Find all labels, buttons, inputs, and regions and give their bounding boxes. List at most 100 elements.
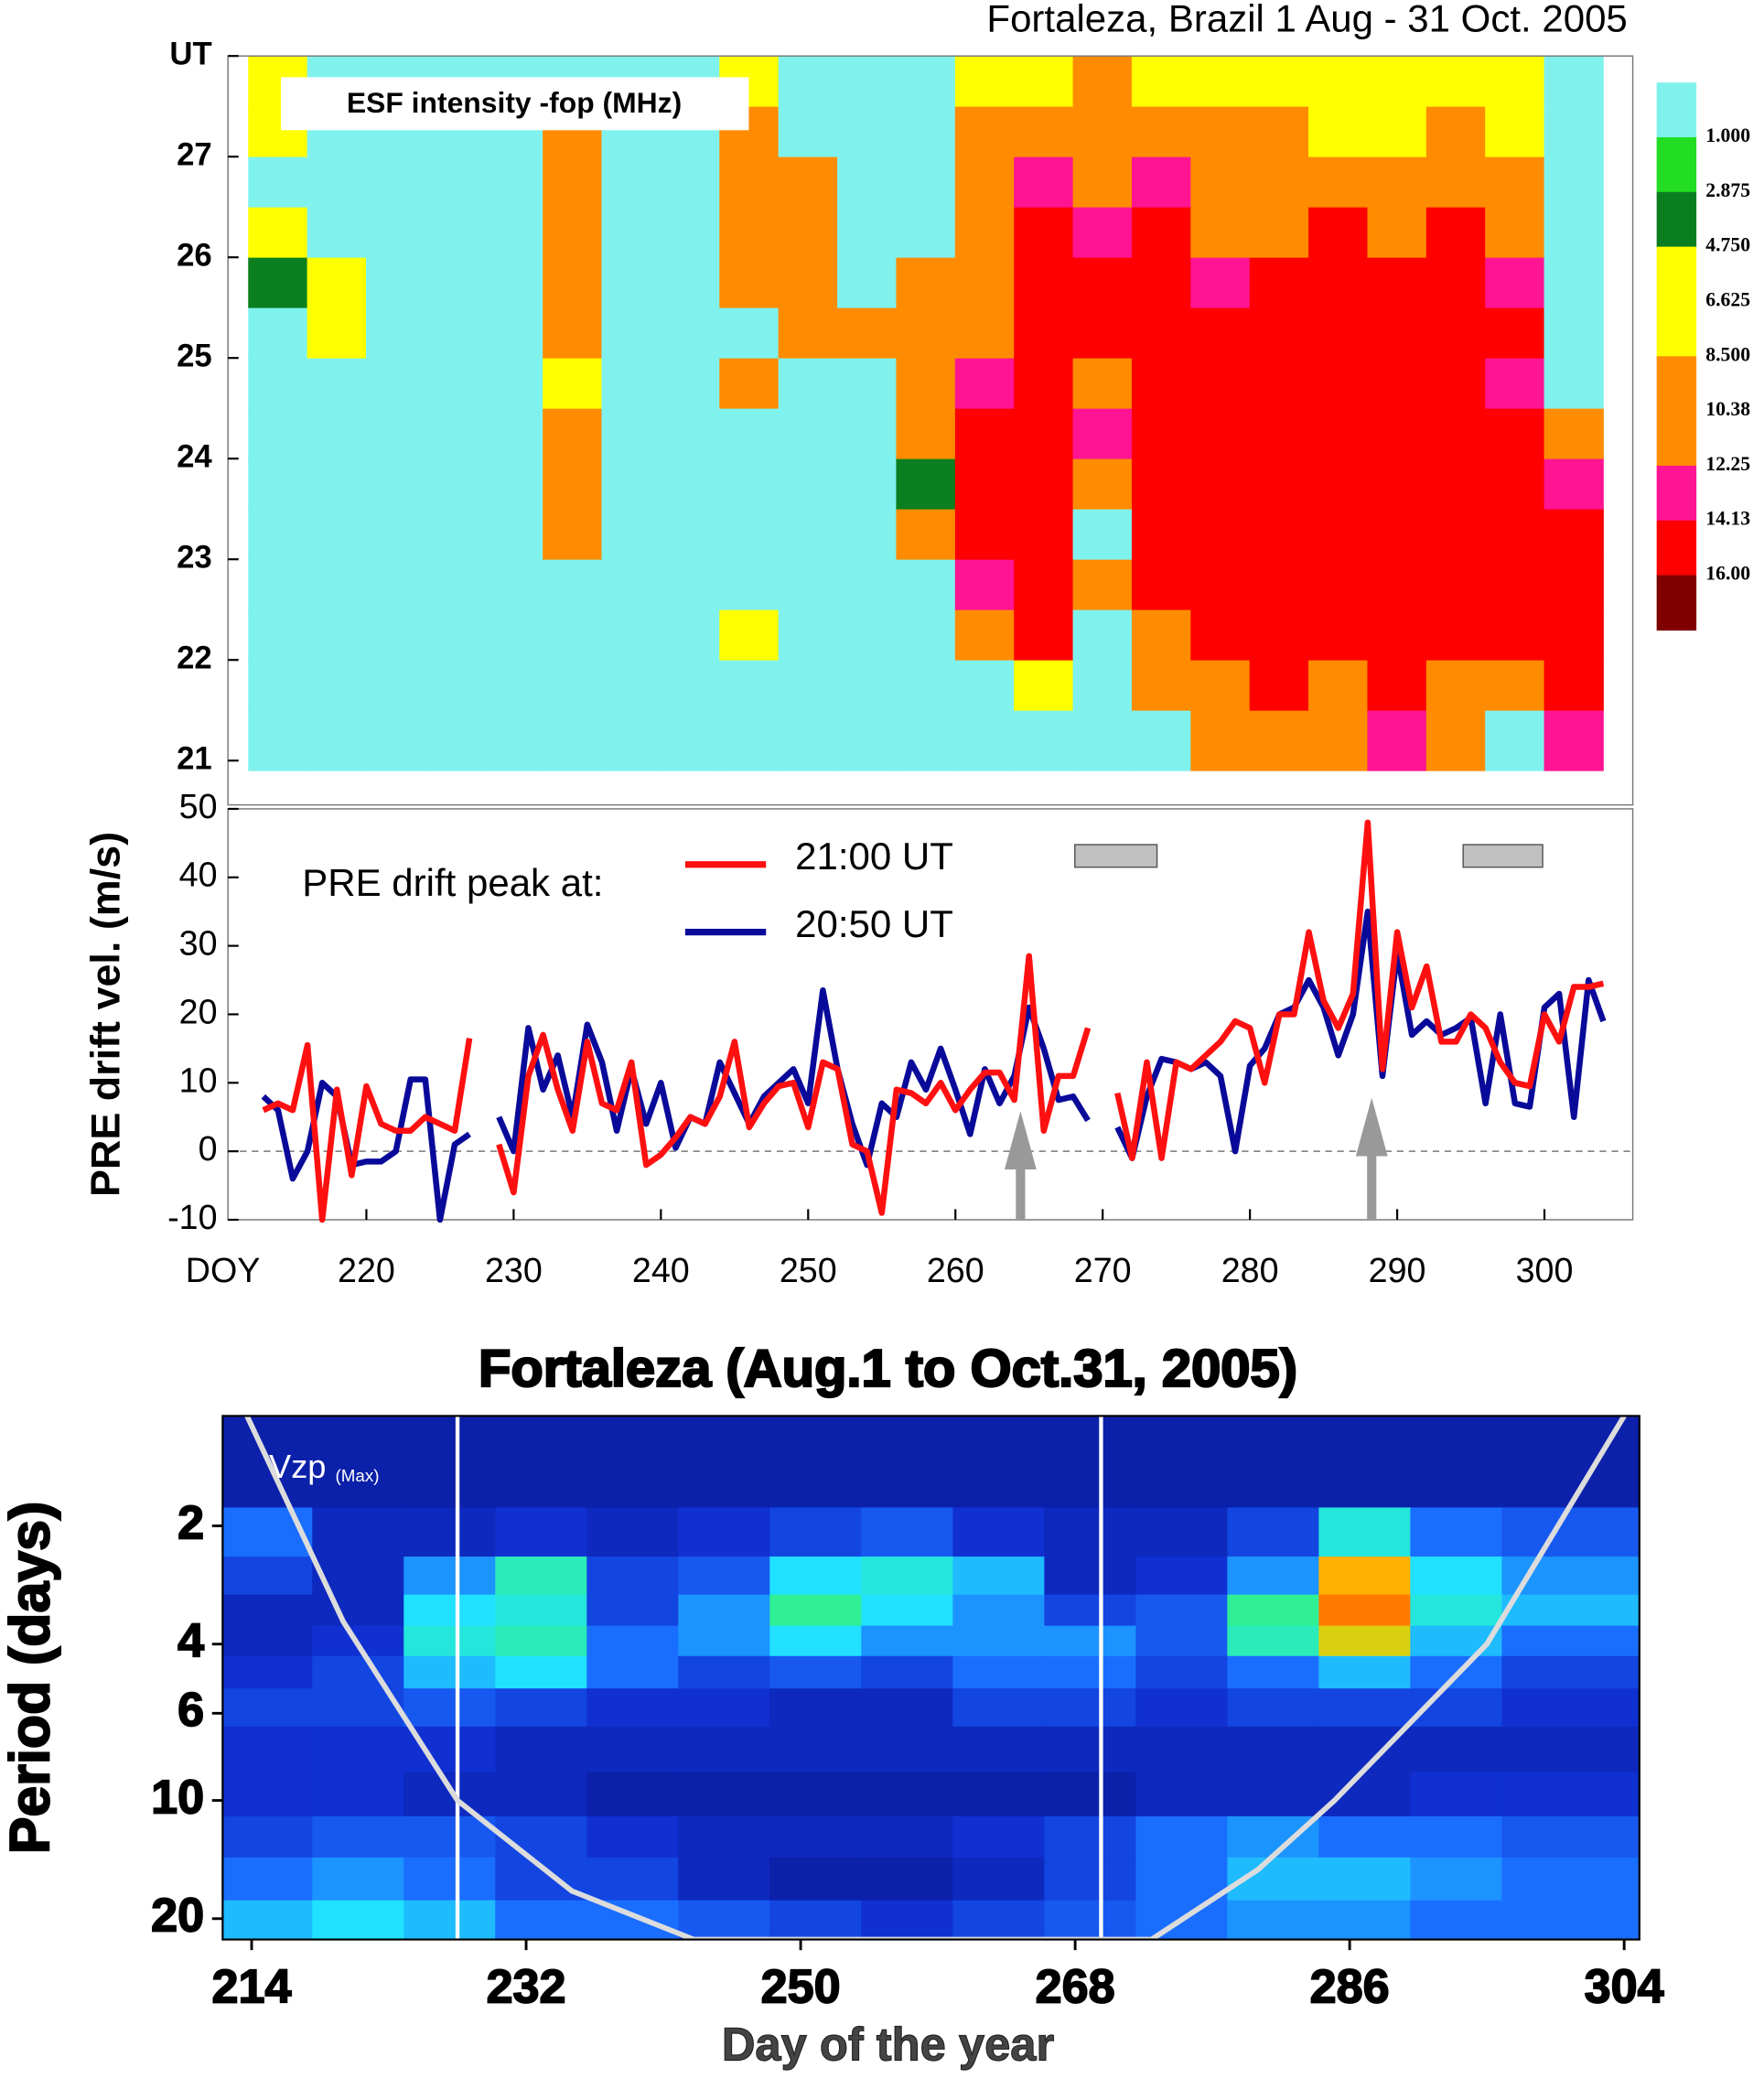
heatmap-cell: [248, 709, 308, 771]
heatmap-cell: [1367, 458, 1427, 510]
heatmap-cell: [1190, 458, 1251, 510]
heatmap-cell: [1014, 357, 1074, 409]
heatmap-cell: [1131, 458, 1192, 510]
power-cell: [1135, 1557, 1229, 1596]
power-cell: [952, 1557, 1046, 1596]
power-cell: [1227, 1688, 1320, 1728]
power-cell: [222, 1772, 314, 1817]
power-cell: [678, 1655, 771, 1690]
heatmap-cell: [660, 156, 721, 208]
heatmap-cell: [1544, 558, 1604, 610]
heatmap-cell: [1425, 105, 1487, 157]
power-cell: [769, 1594, 863, 1627]
heatmap-cell: [307, 206, 367, 258]
colorbar-swatch: [1656, 301, 1697, 358]
power-cell: [222, 1557, 314, 1596]
heatmap: [248, 55, 1604, 771]
heatmap-cell: [778, 156, 838, 208]
heatmap-cell: [660, 508, 721, 560]
heatmap-cell: [1190, 407, 1251, 459]
power-cell: [1135, 1815, 1229, 1858]
power-cell: [1044, 1772, 1137, 1817]
heatmap-cell: [1014, 55, 1074, 107]
heatmap-cell: [896, 55, 956, 107]
power-cell: [403, 1507, 497, 1557]
power-cell: [861, 1557, 954, 1596]
power-cell: [1044, 1655, 1137, 1690]
heatmap-cell: [1485, 407, 1545, 459]
heatmap-cell: [483, 156, 544, 208]
heatmap-cell: [1072, 307, 1133, 359]
heatmap-cell: [837, 709, 898, 771]
heatmap-cell: [543, 558, 603, 610]
heatmap-cell: [1131, 558, 1192, 610]
heatmap-cell: [601, 407, 662, 459]
heatmap-cell: [896, 156, 956, 208]
y-axis-label: PRE drift vel. (m/s): [82, 832, 129, 1197]
heatmap-cell: [778, 709, 838, 771]
heatmap-cell: [837, 609, 898, 661]
heatmap-cell: [1485, 709, 1545, 771]
heatmap-cell: [543, 709, 603, 771]
arrow: [1004, 1111, 1037, 1221]
heatmap-cell: [1249, 156, 1309, 208]
power-cell: [769, 1857, 863, 1901]
power-cell: [861, 1594, 954, 1627]
heatmap-cell: [1249, 357, 1309, 409]
power-cell: [952, 1900, 1046, 1940]
power-cell: [586, 1726, 680, 1773]
y-tick-label: 50: [179, 787, 218, 825]
heatmap-cell: [1367, 256, 1427, 308]
heatmap-cell: [1131, 55, 1192, 107]
heatmap-cell: [307, 458, 367, 510]
colorbar-swatch: [1656, 136, 1697, 193]
heatmap-cell: [1190, 307, 1251, 359]
power-cell: [495, 1625, 588, 1657]
heatmap-cell: [1308, 307, 1369, 359]
power-cell: [1410, 1594, 1503, 1627]
power-cell: [1501, 1726, 1640, 1773]
heatmap-cell: [1014, 609, 1074, 661]
power-cell: [1227, 1815, 1320, 1858]
power-cell: [1410, 1857, 1503, 1901]
power-cell: [495, 1416, 588, 1509]
heatmap-cell: [1367, 609, 1427, 661]
heatmap-cell: [483, 458, 544, 510]
power-cell: [678, 1625, 771, 1657]
heatmap-cell: [837, 508, 898, 560]
heatmap-cell: [601, 508, 662, 560]
power-cell: [586, 1772, 680, 1817]
y-tick-label: 2: [177, 1496, 204, 1549]
power-cell: [952, 1625, 1046, 1657]
heatmap-cell: [778, 458, 838, 510]
power-cell: [1135, 1507, 1229, 1557]
power-cell: [403, 1557, 497, 1596]
power-cell: [222, 1625, 314, 1657]
heatmap-cell: [1544, 156, 1604, 208]
power-cell: [1410, 1815, 1503, 1858]
heatmap-cell: [896, 206, 956, 258]
heatmap-cell: [1249, 256, 1309, 308]
x-tick-label: 260: [927, 1251, 984, 1289]
heatmap-cell: [778, 206, 838, 258]
heatmap-cell: [366, 558, 426, 610]
colorbar-swatch: [1656, 575, 1697, 631]
heatmap-cell: [837, 357, 898, 409]
power-cell: [1501, 1507, 1640, 1557]
power-cell: [403, 1688, 497, 1728]
power-cell: [1501, 1688, 1640, 1728]
x-tick-label: 232: [487, 1960, 566, 2013]
x-tick-label: 270: [1074, 1251, 1132, 1289]
heatmap-cell: [896, 357, 956, 409]
heatmap-cell: [1131, 206, 1192, 258]
heatmap-cell: [483, 709, 544, 771]
power-cell: [403, 1772, 497, 1817]
power-cell: [1318, 1557, 1412, 1596]
power-cell: [1227, 1772, 1320, 1817]
power-cell: [1501, 1625, 1640, 1657]
power-cell: [952, 1507, 1046, 1557]
heatmap-cell: [1249, 659, 1309, 711]
heatmap-cell: [660, 407, 721, 459]
y-tick-label: 22: [177, 641, 212, 675]
heatmap-cell: [425, 206, 485, 258]
